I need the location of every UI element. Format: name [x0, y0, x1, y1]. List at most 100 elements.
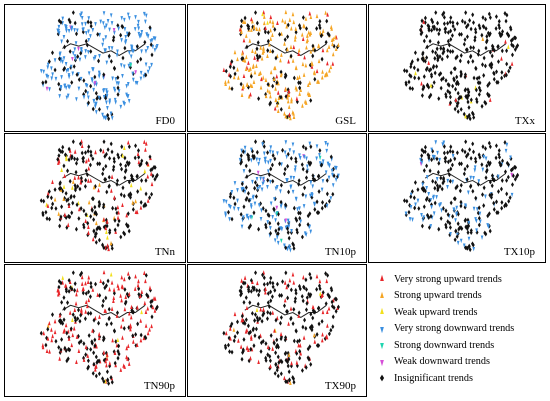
- station-marker-insignificant: [74, 185, 78, 191]
- station-marker-insignificant: [303, 317, 307, 323]
- station-marker-strong-up: [46, 323, 50, 328]
- station-marker-very-strong-up: [260, 76, 263, 82]
- station-marker-insignificant: [47, 59, 51, 64]
- station-marker-very-strong-up: [136, 151, 140, 156]
- station-marker-strong-up: [287, 352, 291, 357]
- station-marker-strong-up: [307, 30, 311, 35]
- station-marker-strong-up: [300, 32, 304, 37]
- station-marker-insignificant: [292, 379, 296, 385]
- station-marker-insignificant: [248, 168, 252, 174]
- station-marker-insignificant: [67, 288, 71, 294]
- station-marker-insignificant: [483, 63, 487, 69]
- station-marker-strong-up: [318, 30, 322, 35]
- map-tx90p: [222, 270, 340, 385]
- station-marker-very-strong-down: [61, 16, 65, 22]
- station-marker-very-strong-up: [119, 324, 123, 329]
- station-marker-very-strong-up: [292, 44, 296, 50]
- station-marker-insignificant: [73, 288, 77, 293]
- station-marker-very-strong-down: [97, 74, 101, 79]
- station-marker-insignificant: [57, 147, 61, 153]
- station-marker-very-strong-down: [242, 169, 246, 174]
- station-marker-strong-up: [287, 92, 291, 97]
- station-marker-insignificant: [305, 169, 309, 174]
- station-marker-very-strong-down: [275, 184, 279, 190]
- station-marker-very-strong-up: [222, 67, 226, 72]
- station-marker-strong-up: [284, 9, 288, 15]
- station-marker-insignificant: [476, 52, 480, 57]
- station-marker-insignificant: [286, 230, 290, 235]
- station-marker-insignificant: [93, 234, 97, 240]
- station-marker-insignificant: [84, 212, 88, 218]
- station-marker-insignificant: [438, 27, 442, 33]
- station-marker-very-strong-down: [312, 201, 316, 207]
- station-marker-insignificant: [310, 324, 314, 330]
- station-marker-insignificant: [404, 80, 408, 86]
- station-marker-insignificant: [149, 42, 153, 48]
- station-marker-insignificant: [66, 356, 70, 362]
- station-marker-insignificant: [292, 338, 296, 344]
- station-marker-very-strong-down: [298, 155, 302, 161]
- station-marker-insignificant: [67, 17, 71, 23]
- station-marker-insignificant: [449, 15, 453, 21]
- station-marker-insignificant: [80, 150, 84, 156]
- station-marker-insignificant: [492, 76, 496, 82]
- station-marker-insignificant: [232, 338, 236, 344]
- station-marker-very-strong-down: [455, 211, 459, 217]
- station-marker-very-strong-down: [249, 198, 252, 203]
- station-marker-insignificant: [140, 178, 144, 183]
- map-tn90p: [39, 269, 159, 386]
- station-marker-insignificant: [297, 181, 301, 187]
- station-marker-insignificant: [484, 146, 487, 151]
- station-marker-insignificant: [463, 149, 467, 155]
- station-marker-strong-up: [247, 67, 251, 72]
- station-marker-very-strong-up: [98, 314, 101, 319]
- station-marker-insignificant: [422, 168, 426, 173]
- station-marker-insignificant: [309, 160, 313, 166]
- station-marker-insignificant: [271, 49, 275, 54]
- panel-tn10p: TN10p: [187, 133, 367, 263]
- station-marker-insignificant: [419, 27, 423, 33]
- station-marker-insignificant: [233, 201, 237, 207]
- panel-label-tx90p: TX90p: [324, 380, 356, 392]
- station-marker-very-strong-down: [296, 207, 299, 212]
- station-marker-insignificant: [455, 184, 459, 189]
- station-marker-very-strong-down: [305, 156, 308, 161]
- station-marker-insignificant: [427, 155, 431, 161]
- station-marker-insignificant: [97, 199, 101, 205]
- boundary-line: [62, 43, 146, 56]
- station-marker-insignificant: [317, 189, 321, 194]
- station-marker-very-strong-down: [130, 47, 134, 52]
- station-marker-insignificant: [477, 215, 481, 221]
- station-marker-insignificant: [273, 370, 277, 376]
- station-marker-very-strong-up: [124, 294, 128, 300]
- station-markers: [39, 10, 159, 122]
- station-marker-insignificant: [279, 315, 283, 320]
- station-marker-strong-up: [62, 196, 66, 202]
- station-marker-very-strong-up: [139, 205, 143, 210]
- station-marker-insignificant: [101, 280, 105, 286]
- station-marker-insignificant: [255, 53, 259, 59]
- station-marker-insignificant: [454, 228, 458, 234]
- station-marker-insignificant: [70, 286, 74, 292]
- station-marker-strong-up: [232, 327, 236, 332]
- station-marker-very-strong-up: [116, 204, 120, 210]
- station-marker-insignificant: [309, 98, 313, 103]
- station-marker-insignificant: [110, 379, 114, 385]
- station-marker-very-strong-down: [309, 229, 313, 235]
- station-marker-insignificant: [297, 310, 301, 316]
- station-marker-strong-up: [285, 24, 289, 29]
- station-marker-weak-up: [255, 307, 259, 312]
- station-marker-insignificant: [87, 100, 90, 106]
- station-marker-very-strong-down: [110, 46, 114, 51]
- station-marker-insignificant: [89, 214, 93, 219]
- station-marker-very-strong-down: [87, 29, 90, 34]
- station-marker-insignificant: [123, 231, 127, 237]
- station-marker-very-strong-down: [327, 175, 331, 181]
- station-marker-insignificant: [87, 333, 91, 338]
- station-marker-strong-up: [268, 89, 272, 95]
- station-marker-very-strong-up: [135, 342, 139, 347]
- station-marker-very-strong-up: [311, 304, 315, 310]
- station-marker-very-strong-down: [432, 194, 436, 200]
- station-marker-insignificant: [239, 153, 243, 159]
- station-marker-very-strong-up: [144, 278, 147, 284]
